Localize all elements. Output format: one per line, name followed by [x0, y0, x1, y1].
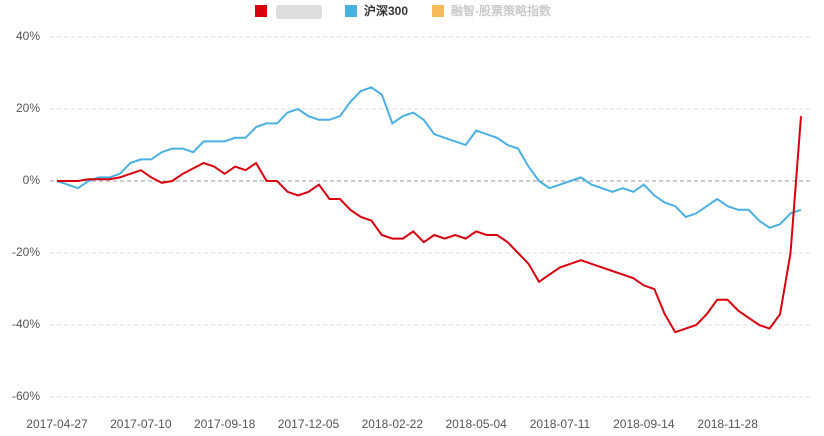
- y-tick-label: -40%: [12, 317, 40, 331]
- series-line: [56, 86, 802, 229]
- legend-blurred-label: [276, 5, 322, 19]
- x-tick-label: 2017-09-18: [194, 417, 256, 431]
- y-tick-label: 20%: [16, 101, 40, 115]
- legend-swatch[interactable]: [345, 5, 357, 17]
- x-tick-label: 2017-04-27: [26, 417, 88, 431]
- y-tick-label: -60%: [12, 389, 40, 403]
- series-line: [57, 116, 802, 334]
- x-tick-label: 2018-05-04: [445, 417, 507, 431]
- x-tick-label: 2018-02-22: [362, 417, 424, 431]
- x-tick-label: 2017-07-10: [110, 417, 172, 431]
- y-tick-label: 0%: [23, 173, 41, 187]
- legend-label[interactable]: 沪深300: [364, 3, 408, 18]
- legend-label[interactable]: 融智-股票策略指数: [451, 3, 552, 18]
- x-tick-label: 2018-09-14: [613, 417, 675, 431]
- x-tick-label: 2018-11-28: [697, 417, 758, 431]
- y-tick-label: -20%: [12, 245, 40, 259]
- y-tick-label: 40%: [16, 29, 40, 43]
- x-tick-label: 2018-07-11: [530, 417, 591, 431]
- legend-swatch[interactable]: [432, 5, 444, 17]
- x-tick-label: 2017-12-05: [278, 417, 340, 431]
- legend-swatch[interactable]: [255, 5, 267, 17]
